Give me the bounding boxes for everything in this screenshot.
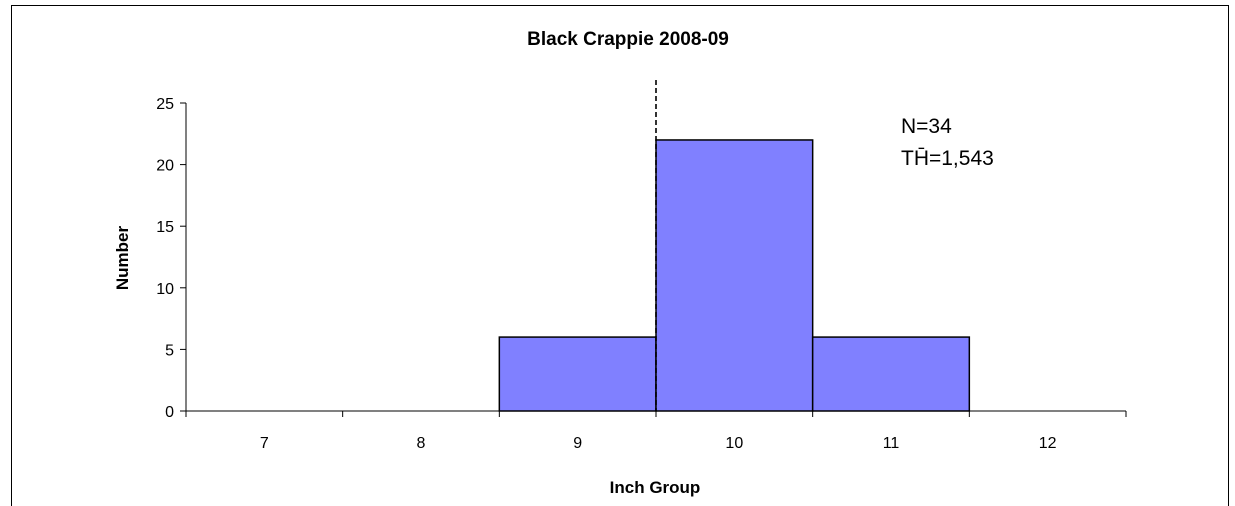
bar-9 <box>498 336 657 412</box>
annotation-n: N=34 <box>901 115 952 138</box>
y-tick-label: 10 <box>156 281 174 298</box>
y-tick-label: 15 <box>156 219 174 236</box>
x-tick-label: 10 <box>725 435 743 452</box>
x-tick-label: 9 <box>573 435 582 452</box>
bar-10 <box>655 139 814 412</box>
annotation-th: TH̄=1,543 <box>901 147 994 170</box>
y-tick-label: 5 <box>165 342 174 359</box>
chart-frame <box>11 5 1229 506</box>
y-tick-label: 20 <box>156 158 174 175</box>
x-tick-label: 8 <box>417 435 426 452</box>
x-tick-label: 11 <box>883 435 900 452</box>
x-axis-title: Inch Group <box>610 478 701 497</box>
chart-title: Black Crappie 2008-09 <box>527 29 729 50</box>
bar-11 <box>811 336 971 412</box>
y-axis-title: Number <box>113 226 132 291</box>
y-tick-label: 0 <box>165 404 174 421</box>
x-tick-label: 12 <box>1039 435 1057 452</box>
x-tick-label: 7 <box>260 435 269 452</box>
y-tick-label: 25 <box>156 96 174 113</box>
bars-layer <box>498 139 971 412</box>
